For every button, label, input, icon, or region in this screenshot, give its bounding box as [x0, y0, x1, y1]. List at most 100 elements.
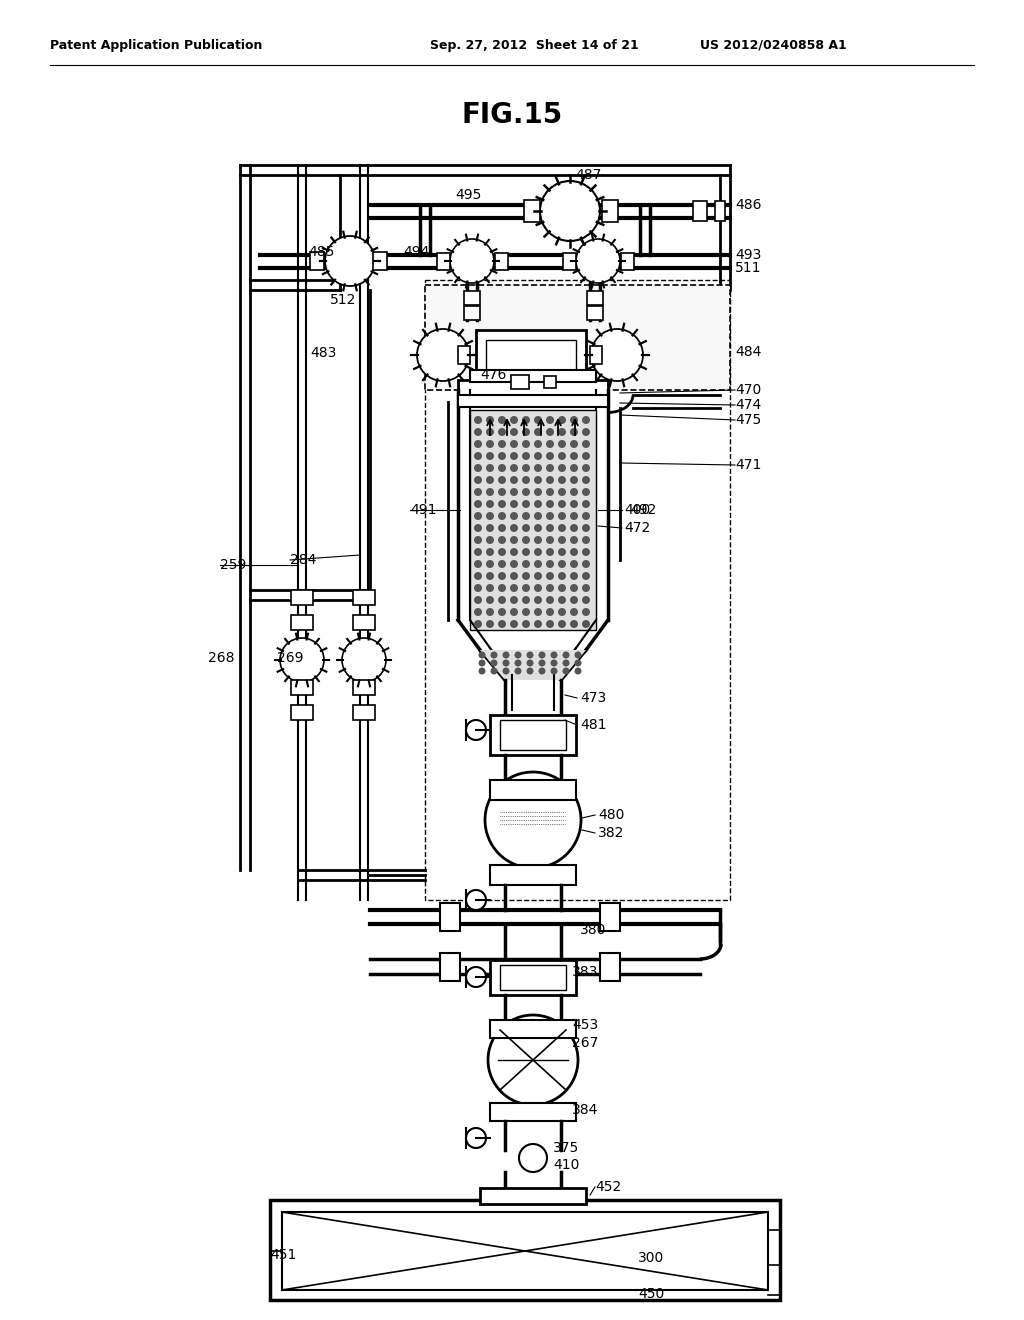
Circle shape [591, 329, 643, 381]
Circle shape [558, 500, 566, 508]
Bar [511, 375, 529, 389]
Circle shape [534, 512, 542, 520]
Circle shape [534, 477, 542, 484]
Circle shape [510, 428, 518, 436]
Bar [587, 290, 603, 305]
Bar [562, 252, 575, 269]
Text: 472: 472 [624, 521, 650, 535]
Circle shape [522, 583, 530, 591]
Circle shape [474, 597, 482, 605]
Circle shape [486, 524, 494, 532]
Circle shape [519, 1144, 547, 1172]
Text: Sep. 27, 2012  Sheet 14 of 21: Sep. 27, 2012 Sheet 14 of 21 [430, 38, 639, 51]
Circle shape [474, 560, 482, 568]
Circle shape [474, 477, 482, 484]
Circle shape [510, 620, 518, 628]
Bar [500, 719, 566, 750]
Circle shape [522, 609, 530, 616]
Text: 495: 495 [455, 187, 481, 202]
Circle shape [570, 560, 578, 568]
Circle shape [510, 512, 518, 520]
Bar [476, 330, 586, 380]
Bar [715, 201, 725, 220]
Circle shape [570, 440, 578, 447]
Circle shape [534, 572, 542, 579]
Circle shape [510, 560, 518, 568]
Text: 259: 259 [220, 558, 247, 572]
Circle shape [498, 524, 506, 532]
Bar [310, 252, 324, 271]
Circle shape [510, 477, 518, 484]
Circle shape [486, 548, 494, 556]
Circle shape [570, 500, 578, 508]
Circle shape [534, 548, 542, 556]
Circle shape [582, 583, 590, 591]
Circle shape [474, 500, 482, 508]
Circle shape [522, 440, 530, 447]
Bar [353, 705, 375, 719]
Bar [291, 680, 313, 696]
Text: 375: 375 [553, 1140, 580, 1155]
Bar [291, 590, 313, 605]
Circle shape [498, 548, 506, 556]
Circle shape [417, 329, 469, 381]
Circle shape [498, 465, 506, 473]
Circle shape [486, 440, 494, 447]
Circle shape [522, 548, 530, 556]
Bar [373, 252, 387, 271]
Circle shape [558, 572, 566, 579]
Circle shape [522, 500, 530, 508]
Circle shape [280, 638, 324, 682]
Bar [480, 1188, 586, 1204]
Circle shape [490, 660, 498, 667]
Circle shape [582, 416, 590, 424]
Circle shape [534, 465, 542, 473]
Circle shape [498, 500, 506, 508]
Bar [458, 380, 608, 403]
Circle shape [582, 477, 590, 484]
Text: 380: 380 [580, 923, 606, 937]
Circle shape [570, 428, 578, 436]
Circle shape [534, 597, 542, 605]
Circle shape [570, 583, 578, 591]
Bar [490, 1104, 575, 1121]
Circle shape [526, 660, 534, 667]
Circle shape [546, 548, 554, 556]
Circle shape [466, 890, 486, 909]
Text: 485: 485 [308, 246, 335, 259]
Circle shape [522, 477, 530, 484]
Circle shape [474, 488, 482, 496]
Circle shape [466, 968, 486, 987]
Circle shape [551, 660, 557, 667]
Circle shape [503, 660, 510, 667]
Circle shape [558, 428, 566, 436]
Circle shape [546, 524, 554, 532]
Circle shape [488, 1015, 578, 1105]
Bar [464, 306, 480, 319]
Bar [425, 285, 730, 389]
Circle shape [546, 609, 554, 616]
Circle shape [570, 609, 578, 616]
Bar [600, 903, 620, 931]
Circle shape [570, 572, 578, 579]
Circle shape [546, 512, 554, 520]
Bar [490, 715, 575, 755]
Circle shape [546, 536, 554, 544]
Text: 494: 494 [403, 246, 429, 259]
Bar [544, 376, 556, 388]
Bar [291, 705, 313, 719]
Bar [458, 395, 608, 407]
Circle shape [582, 465, 590, 473]
Text: 475: 475 [735, 413, 761, 426]
Circle shape [551, 668, 557, 675]
Circle shape [498, 440, 506, 447]
Circle shape [546, 440, 554, 447]
Circle shape [582, 597, 590, 605]
Text: US 2012/0240858 A1: US 2012/0240858 A1 [700, 38, 847, 51]
Circle shape [582, 428, 590, 436]
Circle shape [486, 536, 494, 544]
Circle shape [498, 512, 506, 520]
Circle shape [546, 465, 554, 473]
Circle shape [558, 477, 566, 484]
Bar [270, 1200, 780, 1300]
